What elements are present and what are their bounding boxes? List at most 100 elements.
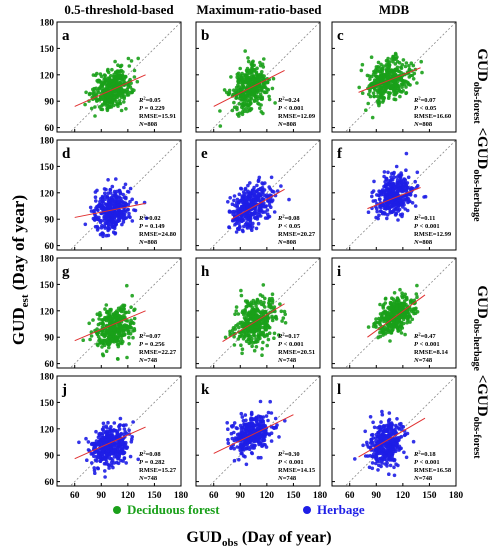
- data-point: [122, 208, 126, 213]
- data-point: [353, 457, 357, 461]
- data-point: [116, 63, 120, 67]
- data-point: [409, 300, 413, 305]
- data-point: [112, 91, 117, 96]
- panel-letter: i: [337, 264, 341, 280]
- data-point: [407, 82, 411, 87]
- x-tick-label: 60: [345, 491, 355, 501]
- data-point: [400, 85, 404, 89]
- fit-line: [213, 69, 285, 107]
- fit-line: [74, 202, 146, 218]
- data-point: [378, 302, 382, 307]
- data-point: [102, 187, 107, 191]
- data-point: [265, 208, 270, 212]
- data-point: [244, 74, 249, 78]
- data-point: [97, 442, 101, 447]
- data-point: [384, 458, 389, 463]
- data-point: [386, 170, 390, 175]
- data-point: [115, 357, 120, 361]
- data-point: [247, 337, 251, 342]
- data-point: [392, 203, 396, 207]
- y-tick-label: 150: [40, 163, 55, 173]
- data-point: [250, 225, 255, 229]
- data-point: [270, 296, 274, 301]
- data-point: [252, 348, 257, 353]
- data-point: [251, 88, 256, 93]
- data-point: [239, 442, 244, 447]
- data-point: [144, 216, 149, 220]
- data-point: [117, 218, 122, 223]
- panel-letter: c: [337, 28, 344, 44]
- data-point: [369, 55, 374, 59]
- data-point: [411, 77, 416, 81]
- data-point: [272, 336, 276, 341]
- x-axis-ticks: 60 90 120 150 180: [209, 483, 327, 501]
- data-point: [244, 94, 249, 98]
- data-point: [257, 194, 262, 199]
- stat-r2: R2=0.47: [413, 332, 436, 341]
- data-point: [361, 443, 365, 448]
- data-point: [370, 194, 374, 199]
- data-point: [99, 83, 104, 87]
- data-point: [399, 320, 404, 325]
- data-point: [396, 426, 401, 430]
- data-point: [273, 101, 277, 105]
- data-point: [233, 222, 237, 227]
- data-point: [399, 66, 404, 70]
- data-point: [370, 432, 375, 437]
- panel-letter: j: [61, 382, 67, 398]
- data-point: [398, 175, 403, 180]
- data-point: [368, 445, 372, 450]
- data-point: [248, 422, 253, 426]
- data-point: [410, 201, 415, 205]
- data-point: [101, 421, 106, 426]
- stat-n: N=748: [413, 357, 433, 364]
- data-point: [83, 222, 88, 227]
- data-point: [117, 188, 122, 193]
- data-point: [260, 73, 264, 77]
- data-point: [98, 455, 103, 460]
- data-point: [387, 411, 392, 415]
- stat-r2: R2=0.05: [138, 96, 161, 105]
- data-point: [103, 457, 108, 462]
- one-to-one-line: [69, 22, 181, 132]
- data-point: [391, 54, 395, 59]
- data-point: [93, 471, 97, 476]
- x-axis-ticks: [74, 247, 182, 250]
- data-point: [385, 444, 390, 449]
- data-point: [246, 56, 250, 60]
- stat-rmse: RMSE=15.27: [139, 467, 177, 474]
- data-point: [131, 321, 136, 326]
- data-point: [117, 317, 122, 322]
- fit-line: [358, 67, 421, 93]
- one-to-one-line: [69, 376, 181, 486]
- data-point: [263, 305, 267, 309]
- data-point: [132, 208, 136, 212]
- data-point: [127, 342, 131, 346]
- data-point: [396, 329, 400, 333]
- data-point: [84, 90, 88, 95]
- data-point: [249, 75, 253, 79]
- stat-rmse: RMSE=20.51: [278, 349, 315, 356]
- data-point: [275, 423, 279, 427]
- data-point: [94, 429, 98, 434]
- x-tick-label: 120: [121, 491, 136, 501]
- data-point: [372, 94, 377, 99]
- stat-p: P < 0.001: [414, 459, 440, 466]
- data-point: [241, 337, 246, 341]
- data-point: [108, 188, 112, 192]
- data-point: [279, 184, 283, 188]
- y-tick-label: 90: [45, 98, 55, 108]
- data-point: [94, 454, 99, 459]
- data-point: [129, 325, 133, 330]
- x-axis-ticks: [213, 129, 321, 132]
- data-point: [396, 218, 400, 222]
- data-point: [122, 100, 126, 104]
- data-point: [121, 423, 126, 428]
- data-point: [88, 337, 92, 342]
- x-axis-label: GUDobs (Day of year): [186, 529, 331, 549]
- y-tick-label: 120: [40, 425, 55, 435]
- column-titles: 0.5-threshold-based Maximum-ratio-based …: [64, 2, 409, 17]
- data-point: [366, 325, 371, 329]
